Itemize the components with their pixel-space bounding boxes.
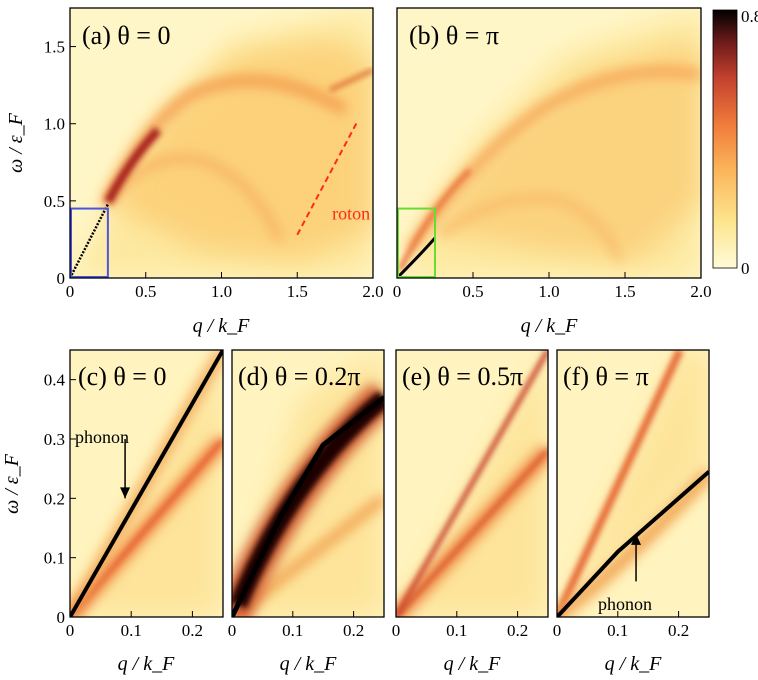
panel-f-x-axis: 0 0.1 0.2 bbox=[553, 611, 689, 640]
panel-b-heatmap bbox=[397, 8, 701, 278]
panel-f-xtick-label: 0.2 bbox=[668, 621, 689, 640]
panel-f: (f) θ = π phonon 0 0.1 0.2 q / k_F bbox=[553, 349, 710, 675]
panel-d-phonon-line bbox=[232, 395, 384, 617]
panel-c: (c) θ = 0 phonon 0 0.1 0.2 0 0.1 0.2 0.3 0.4 q… bbox=[1, 349, 224, 675]
panel-a-intense-branch bbox=[104, 126, 162, 205]
panel-c-arrow-head bbox=[120, 487, 131, 499]
panel-d-x-axis: 0 0.1 0.2 bbox=[228, 611, 364, 640]
panel-a-xtick-label: 2.0 bbox=[362, 282, 383, 301]
panel-e-phonon-line bbox=[396, 350, 548, 617]
panel-a-title: (a) θ = 0 bbox=[82, 21, 170, 50]
panel-c-xlabel: q / k_F bbox=[118, 653, 175, 675]
panel-b: (b) θ = π 0 0.5 1.0 1.5 2.0 q / k_F bbox=[393, 7, 712, 337]
panel-a-ytick-label: 0.5 bbox=[44, 192, 65, 211]
panel-a-heatmap bbox=[70, 8, 373, 278]
panel-e-secondary-line bbox=[396, 448, 548, 617]
panel-b-xtick-label: 2.0 bbox=[690, 282, 711, 301]
panel-a-ytick-label: 1.5 bbox=[44, 38, 65, 57]
panel-a-xtick-label: 0 bbox=[66, 282, 75, 301]
panel-a-roton-line bbox=[296, 120, 359, 236]
panel-a-xtick-label: 1.0 bbox=[211, 282, 232, 301]
panel-d-xtick-label: 0.1 bbox=[282, 621, 303, 640]
panel-f-heatmap bbox=[557, 350, 709, 617]
panel-e-heatmap bbox=[396, 350, 548, 617]
panel-a-xtick-label: 1.5 bbox=[287, 282, 308, 301]
panel-c-phonon-label: phonon bbox=[75, 427, 129, 447]
panel-b-xtick-label: 1.5 bbox=[614, 282, 635, 301]
panel-d-xtick-label: 0.2 bbox=[343, 621, 364, 640]
panel-c-ytick-label: 0.2 bbox=[44, 489, 65, 508]
panel-c-arrow bbox=[120, 439, 131, 499]
panel-e-xtick-label: 0.2 bbox=[507, 621, 528, 640]
panel-c-frame bbox=[69, 349, 224, 618]
panel-a-ylabel: ω / ε_F bbox=[5, 112, 27, 173]
panel-f-frame bbox=[556, 349, 710, 618]
panel-b-x-axis: 0 0.5 1.0 1.5 2.0 bbox=[393, 272, 712, 301]
panel-c-ytick-label: 0 bbox=[57, 608, 66, 627]
panel-a: roton (a) θ = 0 0 0.5 1.0 1.5 2.0 0 0.5 1.0 1.5… bbox=[5, 7, 384, 337]
panel-e-x-axis: 0 0.1 0.2 bbox=[392, 611, 528, 640]
panel-c-ylabel: ω / ε_F bbox=[1, 453, 23, 514]
colorbar-max-label: 0.8 bbox=[741, 7, 758, 26]
colorbar: 0.8 0 bbox=[712, 7, 758, 278]
panel-d: (d) θ = 0.2π 0 0.1 0.2 q / k_F bbox=[228, 349, 385, 675]
panel-c-ytick-label: 0.3 bbox=[44, 430, 65, 449]
panel-c-ytick-label: 0.4 bbox=[44, 371, 66, 390]
panel-b-upper-streak bbox=[397, 168, 472, 272]
panel-d-xlabel: q / k_F bbox=[280, 653, 337, 675]
panel-a-ytick-label: 1.0 bbox=[44, 115, 65, 134]
panel-b-xtick-label: 0.5 bbox=[462, 282, 483, 301]
panel-a-ytick-label: 0 bbox=[57, 269, 66, 288]
panel-c-xtick-label: 0 bbox=[66, 621, 75, 640]
panel-e: (e) θ = 0.5π 0 0.1 0.2 q / k_F bbox=[392, 349, 549, 675]
panel-f-continuum bbox=[557, 350, 709, 617]
panel-e-xlabel: q / k_F bbox=[444, 653, 501, 675]
panel-c-title: (c) θ = 0 bbox=[78, 362, 166, 391]
panel-c-x-axis: 0 0.1 0.2 bbox=[66, 611, 203, 640]
panel-a-roton-label: roton bbox=[332, 203, 370, 223]
panel-a-xlabel: q / k_F bbox=[193, 315, 250, 337]
panel-f-xtick-label: 0.1 bbox=[607, 621, 628, 640]
panel-a-inset-box bbox=[70, 207, 109, 278]
panel-c-heatmap bbox=[70, 350, 223, 617]
panel-f-secondary-line bbox=[557, 350, 684, 617]
panel-f-phonon-glow bbox=[557, 468, 709, 617]
panel-c-secondary-line bbox=[70, 438, 223, 617]
panel-f-xlabel: q / k_F bbox=[605, 653, 662, 675]
panel-c-ytick-label: 0.1 bbox=[44, 549, 65, 568]
panel-c-xtick-label: 0.1 bbox=[121, 621, 142, 640]
panel-a-x-axis: 0 0.5 1.0 1.5 2.0 bbox=[66, 272, 384, 301]
panel-d-xtick-label: 0 bbox=[228, 621, 237, 640]
panel-d-title: (d) θ = 0.2π bbox=[238, 362, 361, 391]
panel-c-phonon-line bbox=[70, 350, 223, 617]
panel-f-arrow bbox=[631, 533, 642, 582]
colorbar-gradient bbox=[712, 9, 738, 269]
panel-e-xtick-label: 0 bbox=[392, 621, 401, 640]
panel-b-xtick-label: 0 bbox=[393, 282, 402, 301]
panel-f-phonon-label: phonon bbox=[598, 594, 652, 614]
panel-a-branch-lower bbox=[106, 154, 284, 242]
panel-c-xtick-label: 0.2 bbox=[182, 621, 203, 640]
panel-c-y-axis: 0 0.1 0.2 0.3 0.4 bbox=[44, 371, 76, 627]
panel-a-y-axis: 0 0.5 1.0 1.5 bbox=[44, 38, 76, 288]
panel-d-frame bbox=[231, 349, 385, 618]
panel-e-frame bbox=[395, 349, 549, 618]
panel-f-xtick-label: 0 bbox=[553, 621, 562, 640]
panel-b-phonon-line bbox=[397, 237, 437, 278]
panel-b-xlabel: q / k_F bbox=[521, 315, 578, 337]
panel-f-title: (f) θ = π bbox=[563, 362, 649, 391]
panel-a-edge bbox=[328, 67, 373, 93]
panel-b-inset-box bbox=[397, 207, 436, 278]
panel-e-xtick-label: 0.1 bbox=[446, 621, 467, 640]
panel-e-title: (e) θ = 0.5π bbox=[402, 362, 523, 391]
panel-b-title: (b) θ = π bbox=[409, 21, 499, 50]
panel-d-heatmap bbox=[232, 350, 384, 617]
colorbar-min-label: 0 bbox=[741, 259, 750, 278]
panel-f-phonon-line bbox=[557, 470, 709, 617]
panel-b-xtick-label: 1.0 bbox=[538, 282, 559, 301]
panel-a-xtick-label: 0.5 bbox=[135, 282, 156, 301]
panel-b-branch-lower bbox=[437, 194, 624, 262]
panel-f-arrow-head bbox=[631, 533, 642, 545]
